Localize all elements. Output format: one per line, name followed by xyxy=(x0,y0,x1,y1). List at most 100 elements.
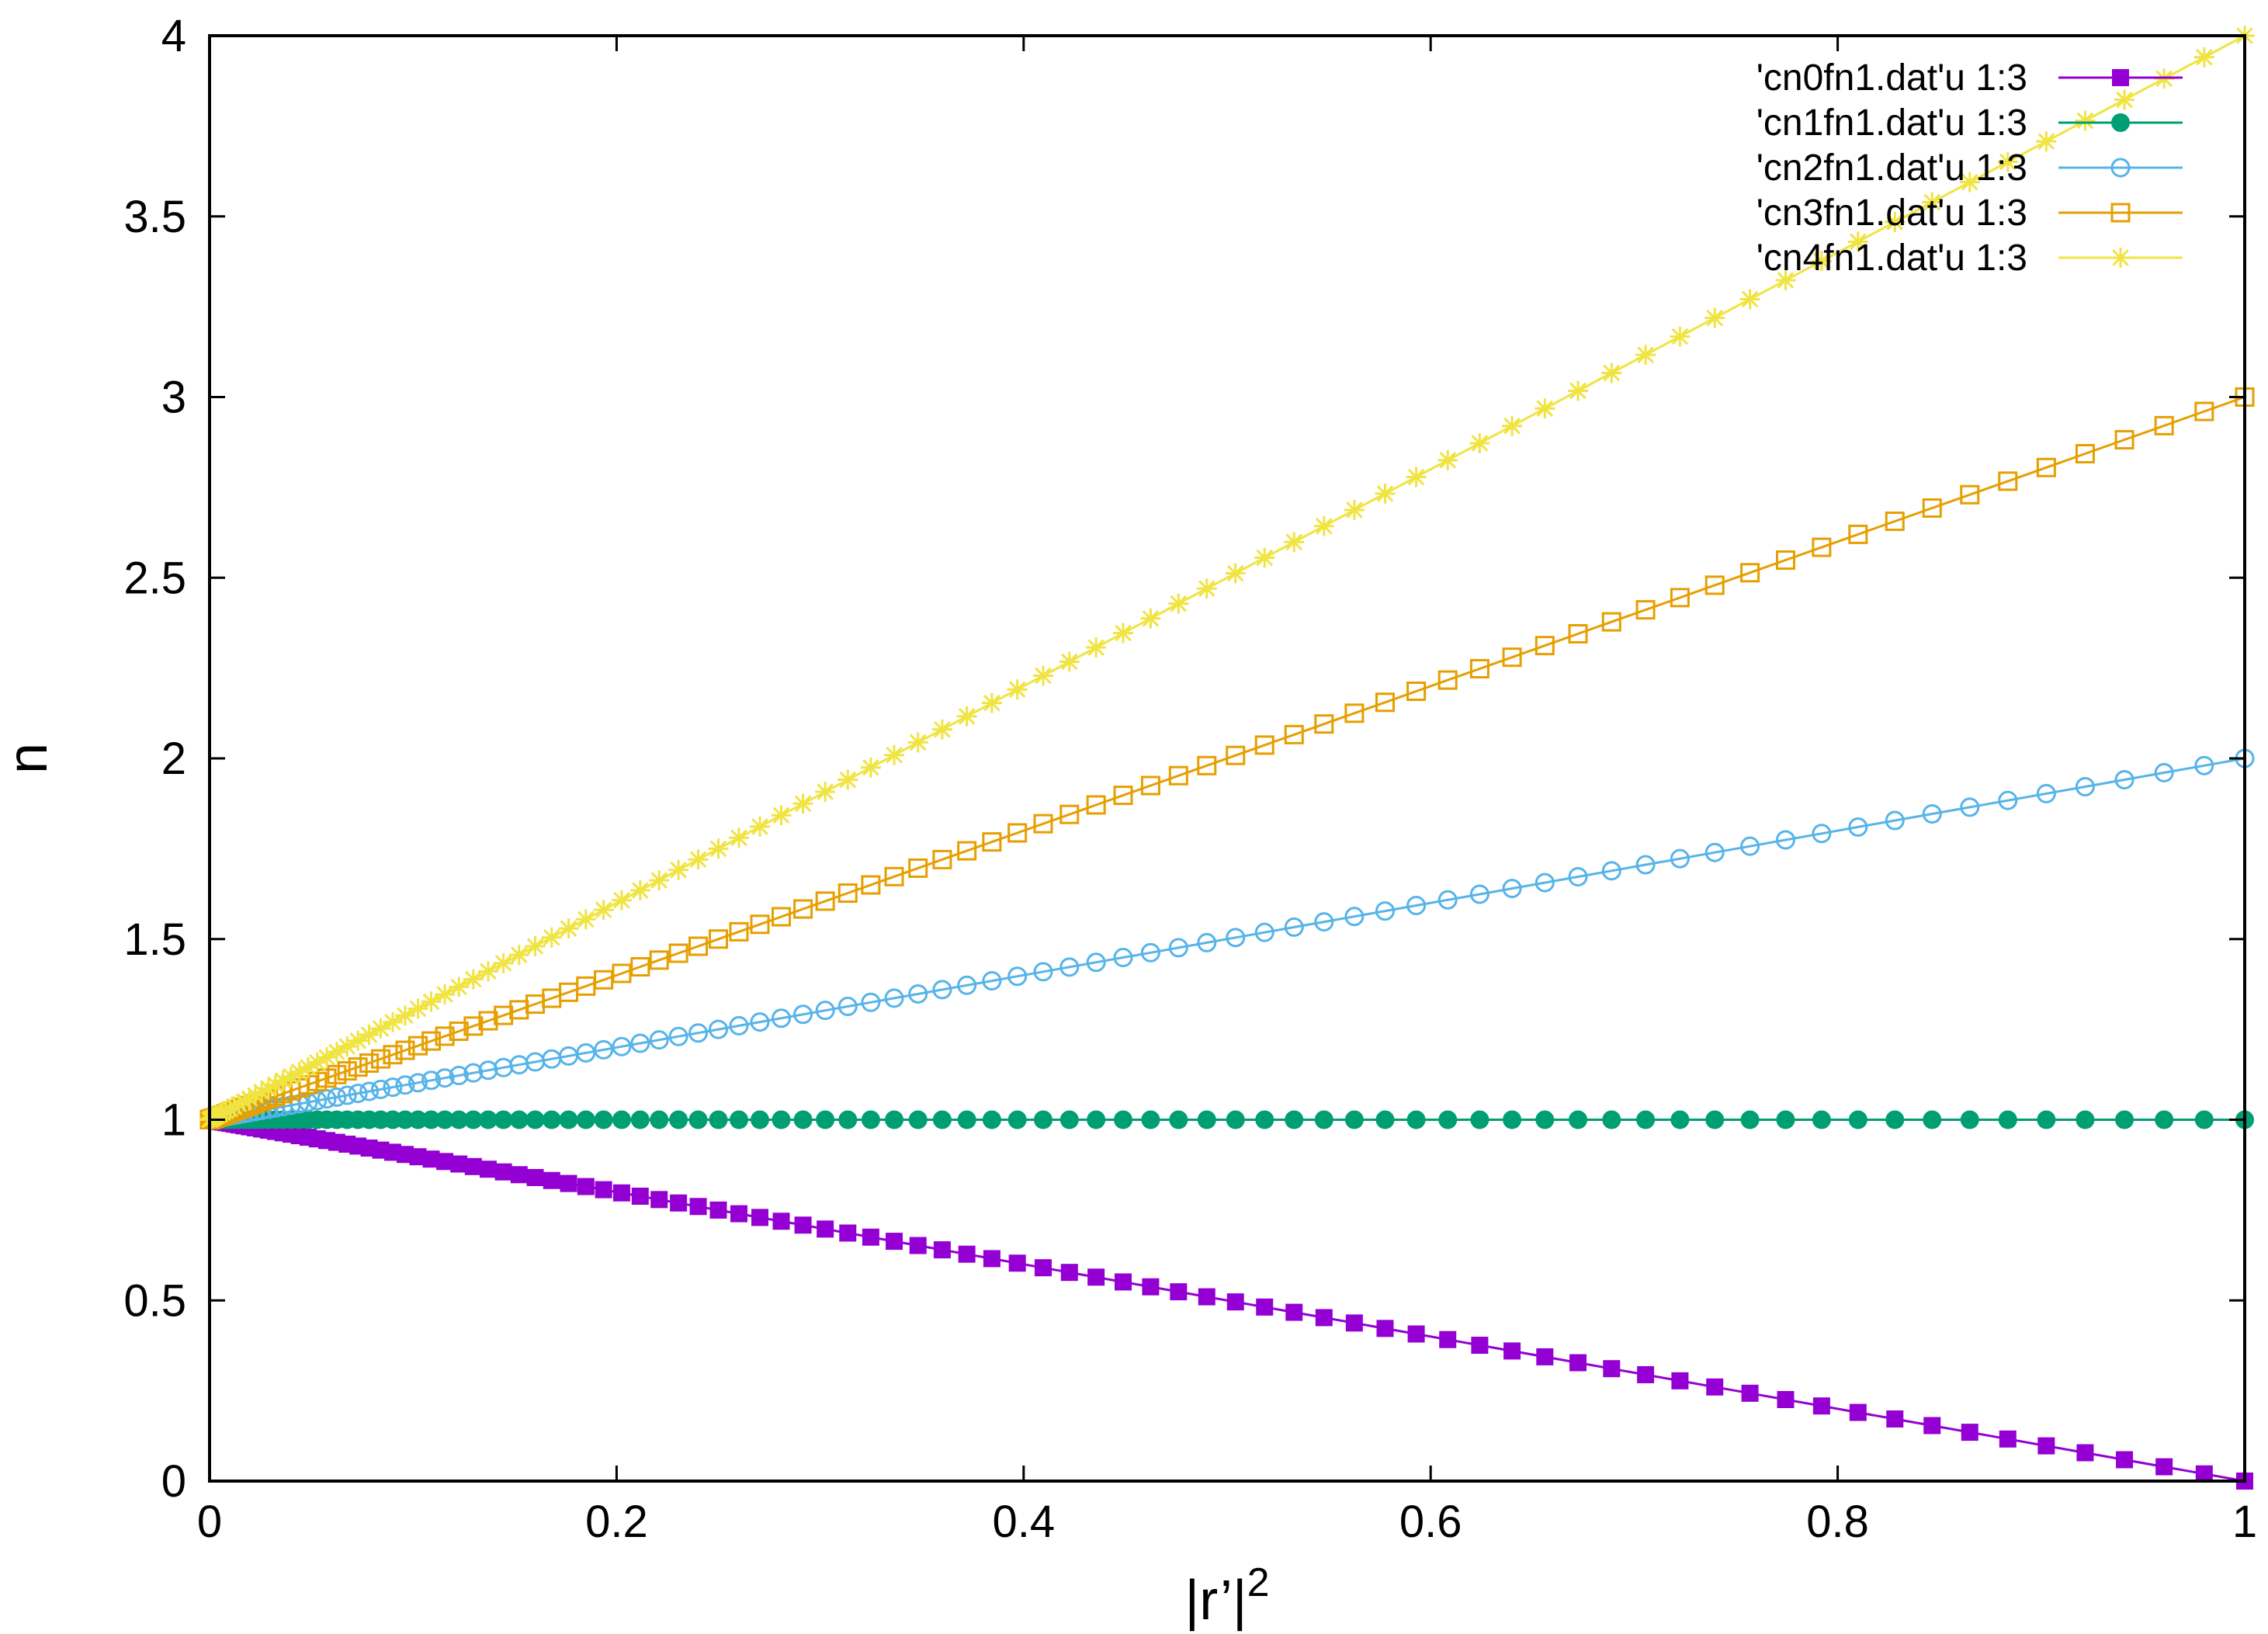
data-point xyxy=(371,1049,391,1069)
data-point xyxy=(1314,912,1334,932)
data-point xyxy=(234,1091,255,1112)
data-point xyxy=(510,1166,528,1184)
data-point xyxy=(688,1023,709,1043)
data-point xyxy=(1225,563,1246,584)
data-point xyxy=(1849,1403,1867,1421)
x-axis-label: |r’|2 xyxy=(1185,1560,1270,1632)
data-point xyxy=(839,1224,857,1242)
data-point xyxy=(1406,682,1427,702)
data-point xyxy=(817,1220,834,1238)
data-point xyxy=(815,782,836,803)
data-point xyxy=(1196,578,1217,599)
data-point xyxy=(886,1233,903,1251)
data-point xyxy=(317,1068,337,1088)
data-point xyxy=(359,1053,380,1074)
data-point xyxy=(1885,212,1906,233)
data-point xyxy=(1033,814,1053,834)
data-point xyxy=(750,914,770,935)
data-point xyxy=(383,1045,403,1065)
data-point xyxy=(542,1110,561,1129)
data-point xyxy=(884,866,904,886)
data-point xyxy=(1706,1378,1724,1396)
data-point xyxy=(1775,550,1795,571)
data-point xyxy=(751,1209,768,1226)
data-point xyxy=(1406,467,1427,487)
data-point xyxy=(1536,1348,1554,1365)
data-point xyxy=(1812,537,1832,557)
data-point xyxy=(837,997,858,1017)
data-point xyxy=(297,1056,318,1077)
data-point xyxy=(348,1084,368,1104)
data-point xyxy=(1670,326,1691,347)
data-point xyxy=(1059,957,1080,977)
data-point xyxy=(525,1110,545,1129)
data-point xyxy=(1885,1110,1905,1129)
data-point xyxy=(1254,547,1275,568)
data-point xyxy=(1704,575,1725,595)
data-point xyxy=(670,1194,688,1212)
data-point xyxy=(1437,670,1458,690)
data-point xyxy=(435,1068,455,1088)
data-point xyxy=(493,952,514,973)
data-point xyxy=(1602,1110,1621,1129)
data-point xyxy=(2155,1110,2174,1129)
data-point xyxy=(383,1077,403,1098)
x-tick-label: 1 xyxy=(2232,1497,2257,1547)
data-point xyxy=(792,793,813,814)
data-point xyxy=(558,918,579,939)
data-point xyxy=(327,1087,347,1107)
data-point xyxy=(933,1241,951,1259)
data-point xyxy=(668,1026,688,1046)
data-point xyxy=(1636,1110,1656,1129)
data-point xyxy=(464,1157,482,1175)
data-point xyxy=(326,1042,347,1063)
data-point xyxy=(1168,938,1188,958)
data-point xyxy=(593,900,614,921)
data-point xyxy=(815,1001,835,1021)
data-point xyxy=(2036,783,2056,803)
x-tick-label: 0.6 xyxy=(1399,1497,1462,1547)
data-point xyxy=(478,1110,498,1129)
data-point xyxy=(1007,679,1028,700)
data-point xyxy=(251,1081,272,1102)
data-point xyxy=(477,961,498,982)
data-point xyxy=(958,1245,976,1263)
data-point xyxy=(956,706,977,727)
data-point xyxy=(650,1110,669,1129)
data-point xyxy=(1569,1110,1588,1129)
data-point xyxy=(1704,842,1725,862)
data-point xyxy=(337,1061,357,1081)
data-point xyxy=(327,1064,347,1084)
data-point xyxy=(494,1110,513,1129)
y-tick-label: 3 xyxy=(161,373,186,423)
data-point xyxy=(909,1237,927,1254)
data-point xyxy=(409,1148,427,1166)
data-point xyxy=(612,963,632,984)
data-point xyxy=(1255,1110,1274,1129)
data-point xyxy=(1375,692,1395,713)
data-point xyxy=(885,1110,904,1129)
data-point xyxy=(1922,804,1942,824)
data-point xyxy=(838,1110,858,1129)
data-point xyxy=(1437,890,1458,910)
data-point xyxy=(1256,1298,1274,1316)
data-point xyxy=(1568,623,1588,644)
data-point xyxy=(1115,1273,1132,1291)
data-point xyxy=(1140,608,1161,629)
data-point xyxy=(1033,1110,1053,1129)
data-point xyxy=(1568,380,1589,401)
data-point xyxy=(1113,786,1133,806)
data-point xyxy=(2193,47,2214,68)
data-point xyxy=(2116,1451,2134,1469)
data-point xyxy=(2115,1110,2134,1129)
data-point xyxy=(422,1150,440,1168)
data-point xyxy=(2037,1110,2056,1129)
data-point xyxy=(612,1184,630,1202)
data-point xyxy=(1671,1372,1689,1389)
data-point xyxy=(1284,532,1305,553)
data-point xyxy=(2075,776,2095,796)
data-point xyxy=(1226,1293,1244,1311)
data-point xyxy=(1997,151,2018,172)
data-point xyxy=(1503,1110,1522,1129)
data-point xyxy=(908,858,928,878)
